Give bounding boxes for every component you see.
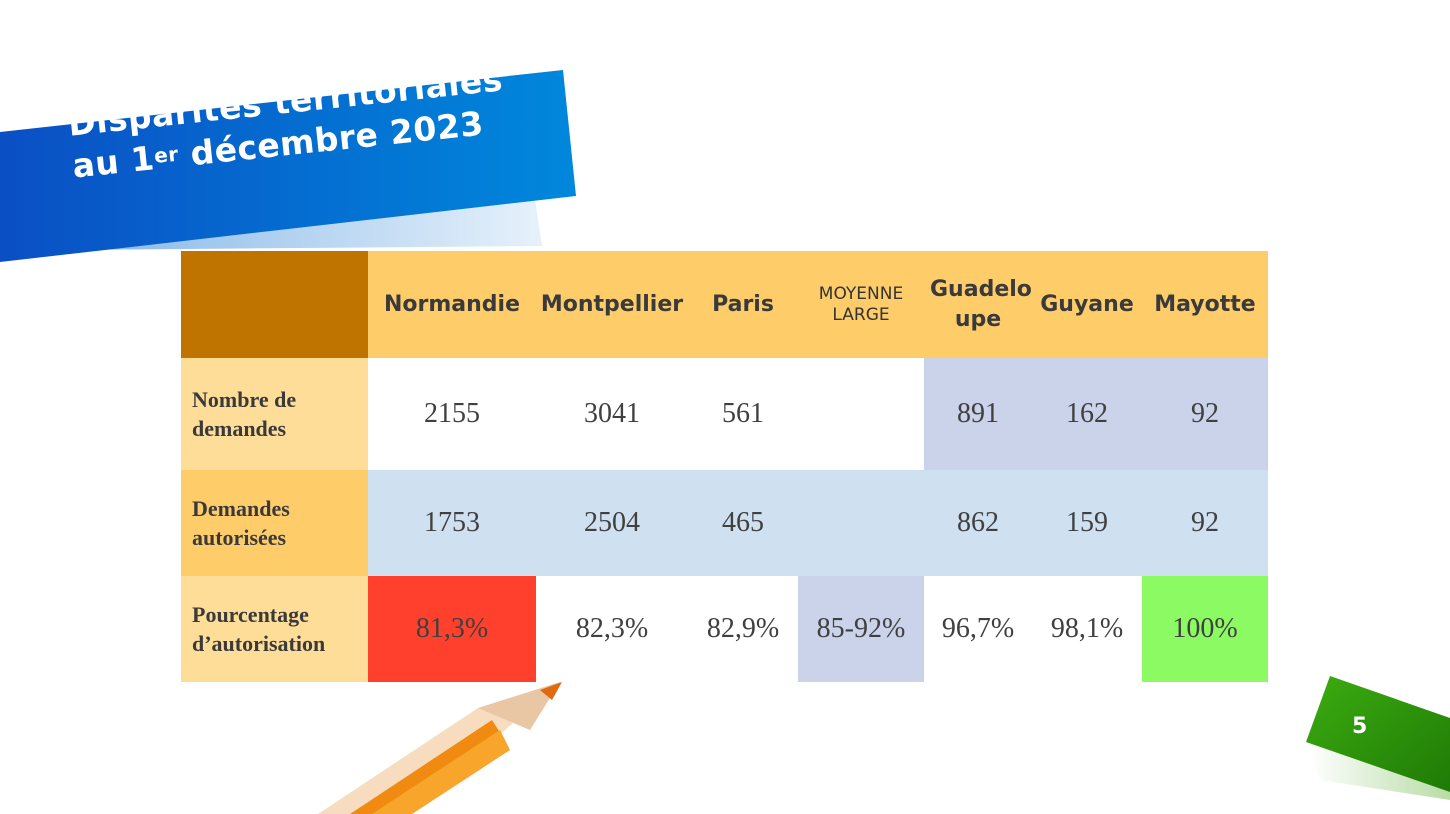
table-cell-average: 85-92% [798,576,924,682]
col-header-text: Guadelo upe [930,276,1032,332]
table-cell: 2504 [536,470,688,576]
col-header: MOYENNE LARGE [798,251,924,358]
table-cell: 561 [688,358,798,470]
col-header: Mayotte [1142,251,1268,358]
table-row: Nombre de demandes 2155 3041 561 891 162… [181,358,1268,470]
table-cell: 159 [1032,470,1142,576]
col-header: Guyane [1032,251,1142,358]
col-header-text: MOYENNE LARGE [818,283,904,325]
table-cell-highest: 100% [1142,576,1268,682]
row-label: Pourcentage d’autorisation [181,576,368,682]
col-header: Normandie [368,251,536,358]
disparities-table: Normandie Montpellier Paris MOYENNE LARG… [181,251,1268,682]
table-cell: 1753 [368,470,536,576]
table-header-row: Normandie Montpellier Paris MOYENNE LARG… [181,251,1268,358]
table-cell [798,470,924,576]
title-superscript: er [152,141,180,169]
table-cell-lowest: 81,3% [368,576,536,682]
table-cell: 465 [688,470,798,576]
table-cell: 3041 [536,358,688,470]
table-cell: 82,3% [536,576,688,682]
slide-title: Disparités territoriales au 1er décembre… [66,54,552,188]
page-number: 5 [1352,714,1368,739]
table-row: Pourcentage d’autorisation 81,3% 82,3% 8… [181,576,1268,682]
table-cell: 98,1% [1032,576,1142,682]
table-corner-cell [181,251,368,358]
col-header: Montpellier [536,251,688,358]
col-header: Guadelo upe [924,251,1032,358]
col-header: Paris [688,251,798,358]
page-tab [1306,676,1450,792]
row-label-text: Demandes autorisées [192,496,290,550]
table-cell: 862 [924,470,1032,576]
page-tab-shadow [1308,742,1450,800]
table-cell: 82,9% [688,576,798,682]
table-cell: 92 [1142,358,1268,470]
table-cell: 162 [1032,358,1142,470]
table-cell: 2155 [368,358,536,470]
table-row: Demandes autorisées 1753 2504 465 862 15… [181,470,1268,576]
table-cell: 96,7% [924,576,1032,682]
table-cell [798,358,924,470]
row-label-text: Pourcentage d’autorisation [192,602,326,656]
title-line-2-prefix: au 1 [70,138,157,186]
row-label-text: Nombre de demandes [192,387,297,441]
pencil-icon [318,682,562,814]
banner-shadow [40,200,542,250]
table-cell: 891 [924,358,1032,470]
table-cell: 92 [1142,470,1268,576]
row-label: Demandes autorisées [181,470,368,576]
row-label: Nombre de demandes [181,358,368,470]
